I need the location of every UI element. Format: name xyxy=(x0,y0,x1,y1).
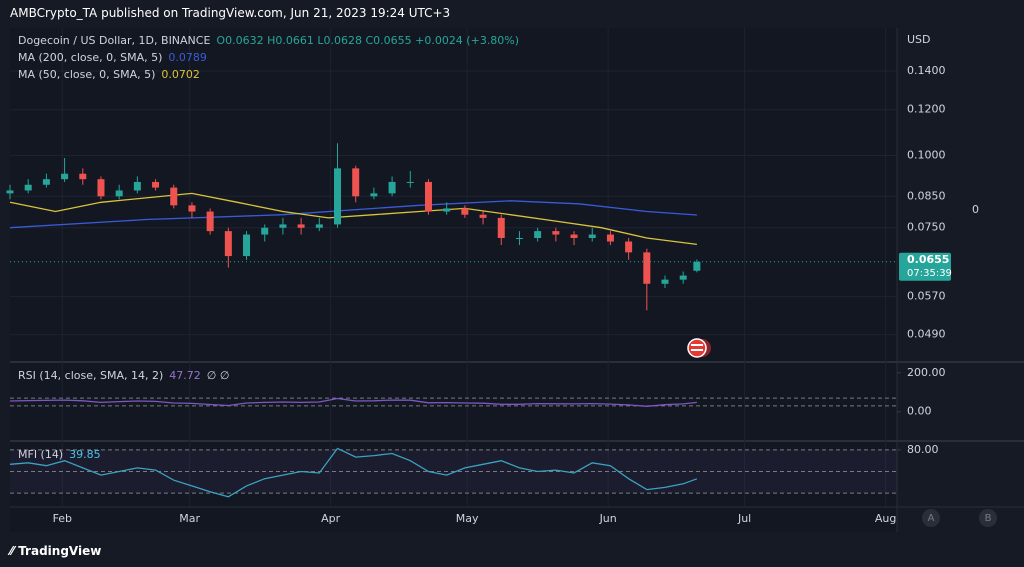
candle-body xyxy=(693,261,701,271)
brand: ⁄⁄ TradingView xyxy=(10,544,102,558)
candle-body xyxy=(534,231,542,239)
legend-text: 0.0702 xyxy=(161,68,200,81)
legend-text: Dogecoin / US Dollar, 1D, BINANCE xyxy=(18,34,210,47)
candle-body xyxy=(79,173,87,180)
byline: AMBCrypto_TA published on TradingView.co… xyxy=(10,6,451,20)
y-tick-label: 0.0750 xyxy=(907,221,946,234)
indicator-line xyxy=(9,397,697,407)
y-tick-label: 0.1000 xyxy=(907,148,946,161)
x-tick-label: Aug xyxy=(875,512,896,525)
x-tick-label: Feb xyxy=(53,512,72,525)
candle-body xyxy=(388,181,396,194)
candle-body xyxy=(188,205,196,212)
legend-text: 47.72 xyxy=(169,369,201,382)
candle-body xyxy=(6,190,14,194)
candle-body xyxy=(206,211,214,232)
candle-body xyxy=(42,179,50,185)
candle-body xyxy=(625,241,633,253)
candle-body xyxy=(661,279,669,284)
y-tick-label: 0.0490 xyxy=(907,328,946,341)
svg-text:A: A xyxy=(928,513,935,524)
x-tick-label: Jun xyxy=(599,512,617,525)
candle-body xyxy=(224,231,232,257)
y-tick-label: 0.00 xyxy=(907,405,932,418)
scale-button[interactable]: B xyxy=(979,509,997,527)
ma-line xyxy=(9,200,697,229)
candle-body xyxy=(152,181,160,188)
scale-button[interactable]: A xyxy=(922,509,940,527)
countdown: 07:35:39 xyxy=(907,268,952,279)
y-tick-label: 0.1200 xyxy=(907,103,946,116)
candle-body xyxy=(515,238,523,240)
candle-body xyxy=(61,173,69,180)
candle-body xyxy=(243,234,251,257)
flag-icon xyxy=(687,338,711,358)
candle-body xyxy=(461,208,469,215)
right-label: 0 xyxy=(972,203,979,216)
candle-body xyxy=(370,193,378,197)
y-tick-label: 0.0850 xyxy=(907,189,946,202)
legend-text: 0.0789 xyxy=(168,51,207,64)
candle-body xyxy=(479,214,487,218)
x-tick-label: Apr xyxy=(321,512,341,525)
x-tick-label: Mar xyxy=(179,512,200,525)
candle-body xyxy=(297,224,305,228)
candle-body xyxy=(133,181,141,191)
candle-body xyxy=(261,227,269,235)
candle-body xyxy=(643,252,651,284)
indicator-line xyxy=(9,447,698,498)
candle-body xyxy=(552,231,560,235)
last-price-box xyxy=(899,252,951,281)
y-tick-label: 0.1400 xyxy=(907,64,946,77)
candle-body xyxy=(24,184,32,191)
brand-text: TradingView xyxy=(18,544,102,558)
candle-body xyxy=(443,208,451,212)
candle-body xyxy=(115,190,123,197)
legend-text: O0.0632 H0.0661 L0.0628 C0.0655 +0.0024 … xyxy=(216,34,519,47)
candle-body xyxy=(170,187,178,206)
legend-text: 39.85 xyxy=(69,448,101,461)
candle-body xyxy=(588,234,596,239)
x-tick-label: May xyxy=(456,512,479,525)
legend-text: MA (200, close, 0, SMA, 5) xyxy=(18,51,162,64)
candle-body xyxy=(679,275,687,280)
svg-text:B: B xyxy=(985,513,992,524)
candle-body xyxy=(570,234,578,239)
candle-body xyxy=(497,217,505,239)
y-tick-label: 80.00 xyxy=(907,443,939,456)
candle-body xyxy=(352,168,360,197)
candle-body xyxy=(97,179,105,197)
candle-body xyxy=(279,224,287,228)
currency: USD xyxy=(907,33,931,46)
legend-text: ∅ ∅ xyxy=(207,369,230,382)
candle-body xyxy=(606,234,614,242)
ma-line xyxy=(9,192,697,246)
last-price-label: 0.0655 xyxy=(907,253,949,266)
y-tick-label: 0.0570 xyxy=(907,290,946,303)
legend-text: MFI (14) xyxy=(18,448,63,461)
legend-text: MA (50, close, 0, SMA, 5) xyxy=(18,68,155,81)
plot-bg xyxy=(10,28,897,532)
y-tick-label: 200.00 xyxy=(907,366,946,379)
candle-body xyxy=(334,168,342,225)
candle-body xyxy=(406,181,414,183)
x-tick-label: Jul xyxy=(737,512,751,525)
legend-text: RSI (14, close, SMA, 14, 2) xyxy=(18,369,163,382)
candle-body xyxy=(315,224,323,228)
candle-body xyxy=(424,181,432,212)
